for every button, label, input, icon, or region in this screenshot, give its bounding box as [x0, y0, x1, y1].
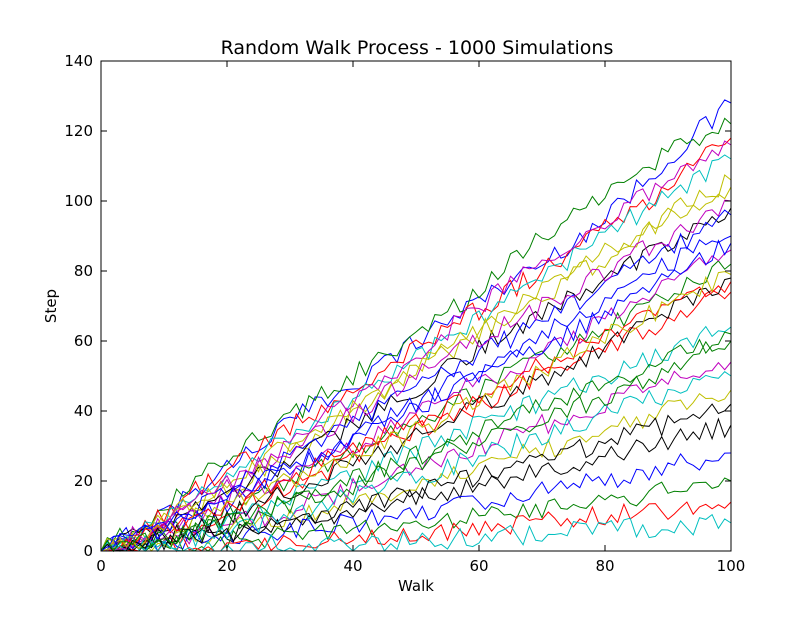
y-axis-label: Step — [42, 289, 60, 323]
series-line-2 — [100, 117, 732, 552]
series-line-7 — [100, 207, 732, 553]
y-tick-label: 0 — [83, 542, 93, 560]
series-line-17 — [101, 501, 732, 553]
series-line-30 — [100, 340, 732, 552]
x-axis: 0 20 40 60 80 100 — [96, 61, 745, 575]
series-line-22 — [101, 209, 732, 552]
y-tick-label: 40 — [74, 402, 93, 420]
series-line-11 — [101, 325, 732, 552]
x-tick-label: 80 — [595, 557, 614, 575]
chart-title: Random Walk Process - 1000 Simulations — [221, 37, 614, 59]
series-line-25 — [101, 371, 732, 552]
series-line-24 — [101, 281, 732, 552]
series-line-13 — [100, 389, 732, 552]
y-tick-label: 120 — [64, 122, 93, 140]
series-line-27 — [101, 271, 732, 552]
series-line-8 — [101, 235, 732, 552]
series-line-29 — [100, 239, 732, 552]
y-tick-label: 60 — [74, 332, 93, 350]
x-tick-label: 40 — [343, 557, 362, 575]
y-tick-label: 100 — [64, 192, 93, 210]
series-line-28 — [100, 403, 732, 552]
y-tick-label: 20 — [74, 472, 93, 490]
series-line-15 — [100, 452, 732, 553]
y-tick-label: 80 — [74, 262, 93, 280]
x-axis-label: Walk — [398, 577, 434, 595]
series-group — [100, 99, 732, 553]
x-tick-label: 60 — [469, 557, 488, 575]
series-line-19 — [100, 249, 732, 552]
series-line-4 — [100, 154, 732, 552]
x-tick-label: 0 — [96, 557, 106, 575]
series-line-6 — [100, 174, 732, 552]
x-tick-label: 100 — [717, 557, 746, 575]
series-line-1 — [100, 99, 732, 552]
series-line-23 — [100, 331, 732, 552]
series-line-16 — [101, 477, 732, 552]
plot-frame — [100, 60, 732, 552]
series-line-18 — [100, 513, 732, 552]
series-line-26 — [101, 199, 732, 552]
x-tick-label: 20 — [217, 557, 236, 575]
y-tick-label: 140 — [64, 52, 93, 70]
y-axis: 0 20 40 60 80 100 120 140 — [64, 52, 731, 560]
series-line-20 — [100, 186, 732, 552]
